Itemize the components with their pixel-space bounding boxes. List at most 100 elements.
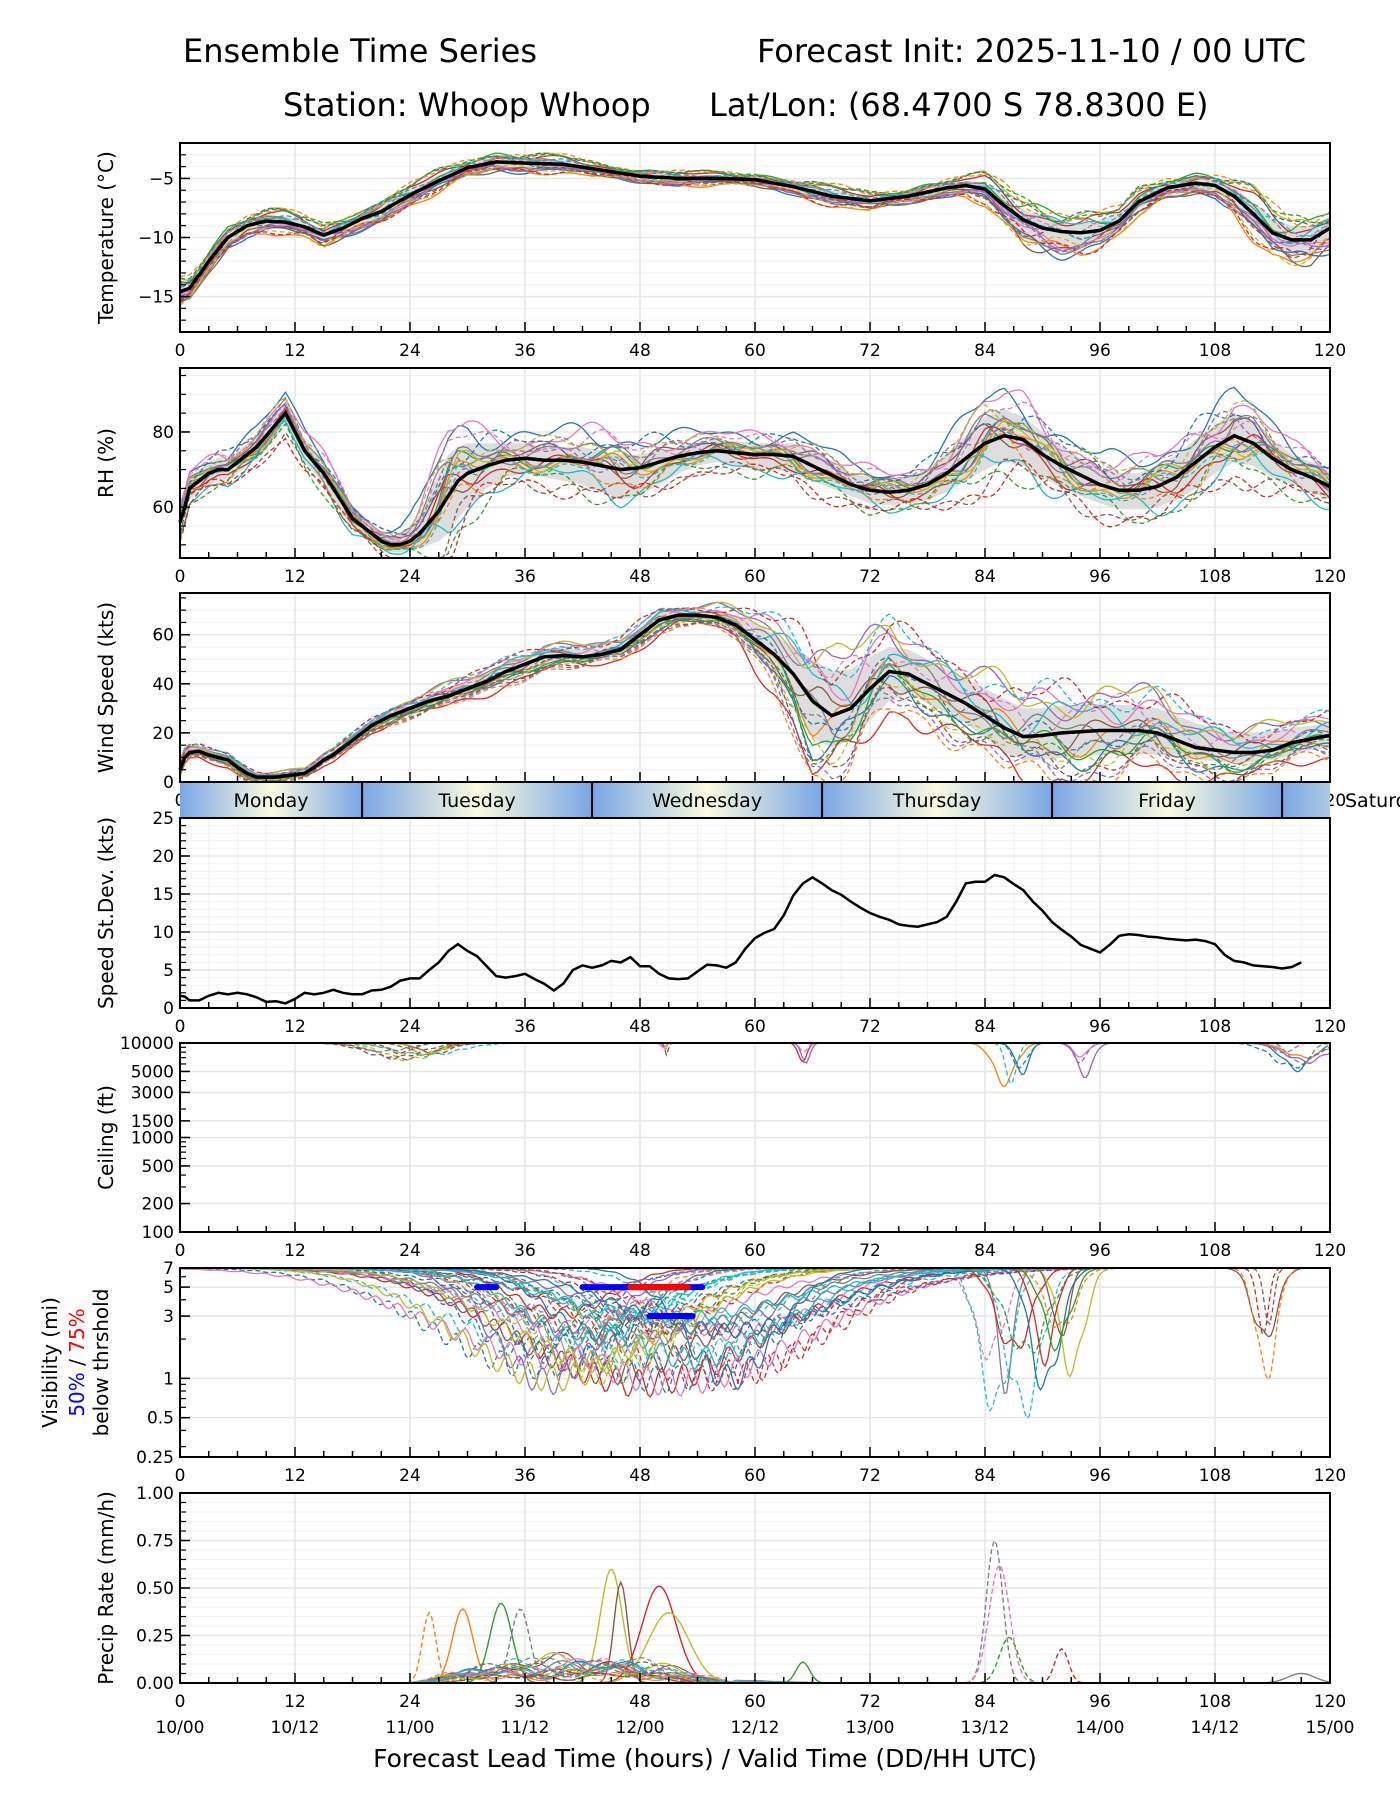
day-cell (362, 783, 593, 817)
ensemble-member-line (180, 607, 1330, 776)
y-tick-label: 0.50 (136, 1579, 174, 1599)
x-tick-label: 72 (859, 1241, 881, 1261)
ensemble-member-line (1061, 1043, 1100, 1064)
x-tick-label: 108 (1199, 1692, 1231, 1712)
ensemble-member-line (472, 1268, 1000, 1387)
x-tick-label: 12 (284, 1241, 306, 1261)
y-tick-label: 5000 (131, 1062, 174, 1082)
day-band: Monday Tuesday Wednesday Thursday Friday Satu… (180, 783, 1400, 817)
station-name: Station: Whoop Whoop (283, 86, 651, 124)
x-tick-label: 108 (1199, 1017, 1231, 1037)
ensemble-member-line (180, 389, 1330, 540)
ensemble-member-line (1233, 1268, 1297, 1382)
y-tick-label: −5 (149, 169, 174, 189)
y-axis-label: Wind Speed (kts) (94, 602, 118, 773)
ensemble-member-line (407, 1268, 1041, 1339)
ensemble-member-line (1227, 1268, 1301, 1338)
valid-time-label: 10/12 (271, 1718, 320, 1738)
ensemble-member-line (363, 1043, 438, 1055)
y-tick-label: 5 (163, 961, 174, 981)
ensemble-member-line (180, 160, 1330, 300)
x-tick-label: 108 (1199, 341, 1231, 361)
y-tick-label: 25 (152, 809, 174, 829)
day-cell (1052, 783, 1283, 817)
ensemble-member-line (180, 164, 1330, 299)
y-axis-label: Precip Rate (mm/h) (94, 1491, 118, 1685)
ensemble-member-line (306, 1268, 1114, 1341)
y-tick-label: 10000 (120, 1034, 174, 1054)
x-tick-label: 60 (744, 1241, 766, 1261)
day-cell (822, 783, 1053, 817)
y-tick-label: 1000 (131, 1129, 174, 1149)
valid-time-label: 13/00 (846, 1718, 895, 1738)
ensemble-member-line (330, 1043, 487, 1062)
ensemble-member-line (587, 1268, 873, 1391)
x-tick-label: 12 (284, 1017, 306, 1037)
ensemble-member-line (1230, 1043, 1330, 1069)
x-tick-label: 96 (1089, 1241, 1111, 1261)
y-axis-label: Visibility (mi) (38, 1297, 62, 1428)
x-tick-label: 24 (399, 1017, 421, 1037)
day-label: Saturday (1345, 790, 1400, 812)
valid-time-label: 15/00 (1306, 1718, 1355, 1738)
ensemble-member-line (969, 1043, 1040, 1088)
panel-relative_humidity: 60 80 0 12 24 36 48 60 72 84 96 108 120 RH (%) (94, 367, 1346, 587)
ensemble-member-line (1023, 1647, 1100, 1684)
ensemble-member-line (941, 1564, 1057, 1684)
valid-time-label: 11/00 (386, 1718, 435, 1738)
x-tick-label: 60 (744, 1692, 766, 1712)
y-tick-label: 3 (163, 1307, 174, 1327)
y-tick-label: 60 (152, 626, 174, 646)
ensemble-member-line (946, 1268, 1043, 1413)
day-cell (592, 783, 823, 817)
x-axis-label: Forecast Lead Time (hours) / Valid Time … (373, 1744, 1037, 1773)
x-tick-label: 0 (175, 567, 186, 587)
x-tick-label: 120 (1314, 1692, 1346, 1712)
x-tick-label: 120 (1314, 341, 1346, 361)
day-label: Monday (234, 790, 309, 812)
panel-temperature: −15 −10 −5 0 12 24 36 48 60 72 84 96 108 120 Temperatu… (94, 142, 1346, 361)
y-tick-label: 0 (163, 999, 174, 1019)
stdev-line (179, 873, 1302, 1005)
chart-title: Ensemble Time Series (183, 32, 537, 70)
ensemble-member-line (180, 396, 1330, 535)
y-tick-label: 0.00 (136, 1674, 174, 1694)
y-tick-label: 100 (142, 1223, 174, 1243)
y-tick-label: 5 (163, 1278, 174, 1298)
ensemble-member-line (961, 1268, 1089, 1355)
ensemble-member-line (330, 1043, 522, 1058)
day-label: Wednesday (652, 790, 762, 812)
x-tick-label: 96 (1089, 1017, 1111, 1037)
ensemble-member-line (1224, 1672, 1331, 1684)
x-tick-label: 48 (629, 341, 651, 361)
x-tick-label: 60 (744, 1466, 766, 1486)
x-tick-label: 36 (514, 1692, 536, 1712)
x-tick-label: 48 (629, 1466, 651, 1486)
ensemble-mean-line (178, 409, 1331, 547)
y-tick-label: 1500 (131, 1112, 174, 1132)
ensemble-member-line (1268, 1043, 1329, 1065)
ensemble-member-line (948, 1539, 1040, 1684)
ensemble-member-line (308, 1043, 477, 1061)
y-axis-label: below thrshold (89, 1289, 113, 1437)
ensemble-member-line (180, 606, 1330, 775)
ensemble-mean-line (179, 160, 1331, 294)
ensemble-member-line (1011, 1268, 1077, 1368)
x-tick-label: 24 (399, 341, 421, 361)
x-tick-label: 84 (974, 1017, 996, 1037)
ensemble-member-line (388, 1043, 466, 1056)
ensemble-member-line (180, 158, 1330, 288)
ensemble-member-line (305, 1268, 879, 1373)
ensemble-mean-line (178, 613, 1331, 779)
spread-band (180, 401, 1330, 553)
y-tick-label: 20 (152, 847, 174, 867)
x-tick-label: 84 (974, 1241, 996, 1261)
ensemble-member-line (180, 606, 1330, 776)
ensemble-member-line (316, 1268, 1014, 1395)
day-label: Thursday (892, 790, 981, 812)
label-sep: / (65, 1353, 89, 1372)
panel-precip_rate: 0.00 0.25 0.50 0.75 1.00 0 12 24 36 48 60 72 84 96 108… (94, 1484, 1355, 1773)
x-tick-label: 24 (399, 1241, 421, 1261)
y-tick-label: −15 (138, 288, 174, 308)
